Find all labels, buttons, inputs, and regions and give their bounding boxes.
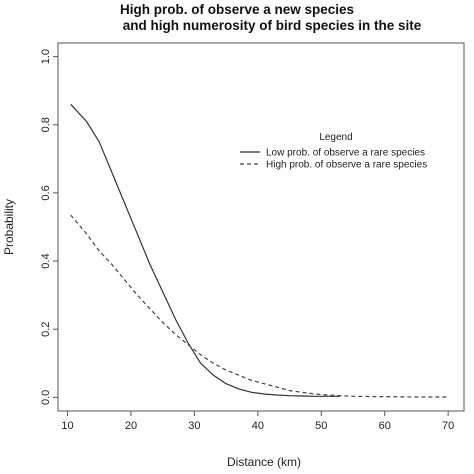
legend-title: Legend: [319, 132, 352, 143]
y-tick-label: 0.6: [40, 185, 52, 200]
x-axis: 10 20 30 40 50 60 70: [61, 411, 454, 432]
x-tick-label: 20: [125, 420, 137, 432]
y-tick-label: 0.2: [40, 322, 52, 337]
y-tick-label: 1.0: [40, 49, 52, 64]
legend-label-high-prob: High prob. of observe a rare species: [266, 160, 427, 171]
chart-title-line-1: High prob. of observe a new species: [119, 2, 355, 17]
y-tick-label: 0.8: [40, 117, 52, 132]
y-tick-label: 0.0: [40, 390, 52, 405]
series-layer: [70, 103, 449, 398]
x-tick-label: 70: [442, 420, 454, 432]
x-axis-label: Distance (km): [227, 455, 301, 469]
series-line-high-prob: [70, 214, 449, 398]
y-axis-label: Probability: [2, 199, 16, 255]
x-tick-label: 30: [188, 420, 200, 432]
y-axis: 0.0 0.2 0.4 0.6 0.8 1.0: [40, 49, 58, 405]
series-line-low-prob: [70, 103, 341, 397]
plot-frame: [57, 42, 465, 412]
y-tick-label: 0.4: [40, 253, 52, 268]
x-tick-label: 10: [61, 420, 73, 432]
x-tick-label: 40: [252, 420, 264, 432]
chart-title-line-2: and high numerosity of bird species in t…: [122, 18, 422, 33]
x-tick-label: 50: [315, 420, 327, 432]
x-tick-label: 60: [379, 420, 391, 432]
legend: Legend Low prob. of observe a rare speci…: [240, 132, 427, 171]
legend-label-low-prob: Low prob. of observe a rare species: [266, 148, 425, 159]
